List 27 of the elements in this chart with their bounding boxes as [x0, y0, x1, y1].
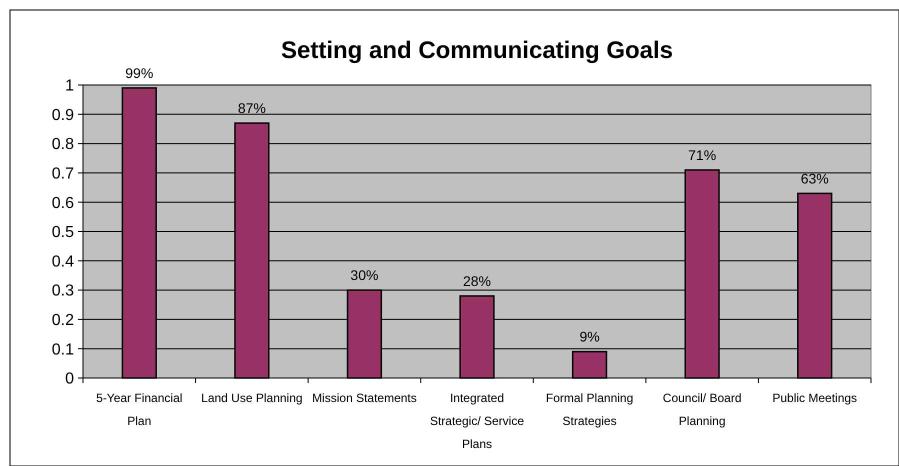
x-tick-label: 5-Year Financial Plan — [96, 391, 182, 428]
y-tick-label: 0.9 — [52, 106, 74, 124]
data-label: 87% — [238, 100, 266, 116]
bar — [572, 350, 608, 379]
data-label: 63% — [800, 170, 829, 186]
data-label: 30% — [350, 267, 378, 284]
chart-title: Setting and Communicating Goals — [280, 37, 674, 64]
y-tick-label: 0.4 — [52, 253, 74, 270]
y-tick-label: 0.3 — [52, 282, 74, 300]
data-label: 28% — [462, 272, 492, 289]
x-tick-label: Mission Statements — [312, 391, 417, 405]
y-tick-label: 0.6 — [52, 194, 74, 212]
y-tick-label: 0.5 — [52, 224, 74, 242]
y-tick-label: 0 — [65, 370, 74, 388]
y-tick-label: 0.7 — [52, 166, 74, 182]
data-label: 9% — [579, 328, 600, 345]
y-tick-label: 0.2 — [52, 312, 74, 329]
y-tick-label: 0.1 — [52, 341, 74, 358]
data-label: 71% — [688, 146, 716, 163]
y-tick-label: 0.8 — [52, 136, 74, 154]
y-tick-label: 1 — [65, 78, 74, 95]
data-label: 99% — [125, 64, 154, 81]
x-tick-label: Public Meetings — [772, 391, 858, 405]
x-tick-label: Integrated Strategic/ Service Plans — [430, 391, 524, 451]
x-tick-label: Formal Planning Strategies — [546, 391, 634, 428]
x-tick-label: Council/ Board Planning — [662, 391, 742, 428]
x-tick-label: Land Use Planning — [201, 391, 303, 405]
